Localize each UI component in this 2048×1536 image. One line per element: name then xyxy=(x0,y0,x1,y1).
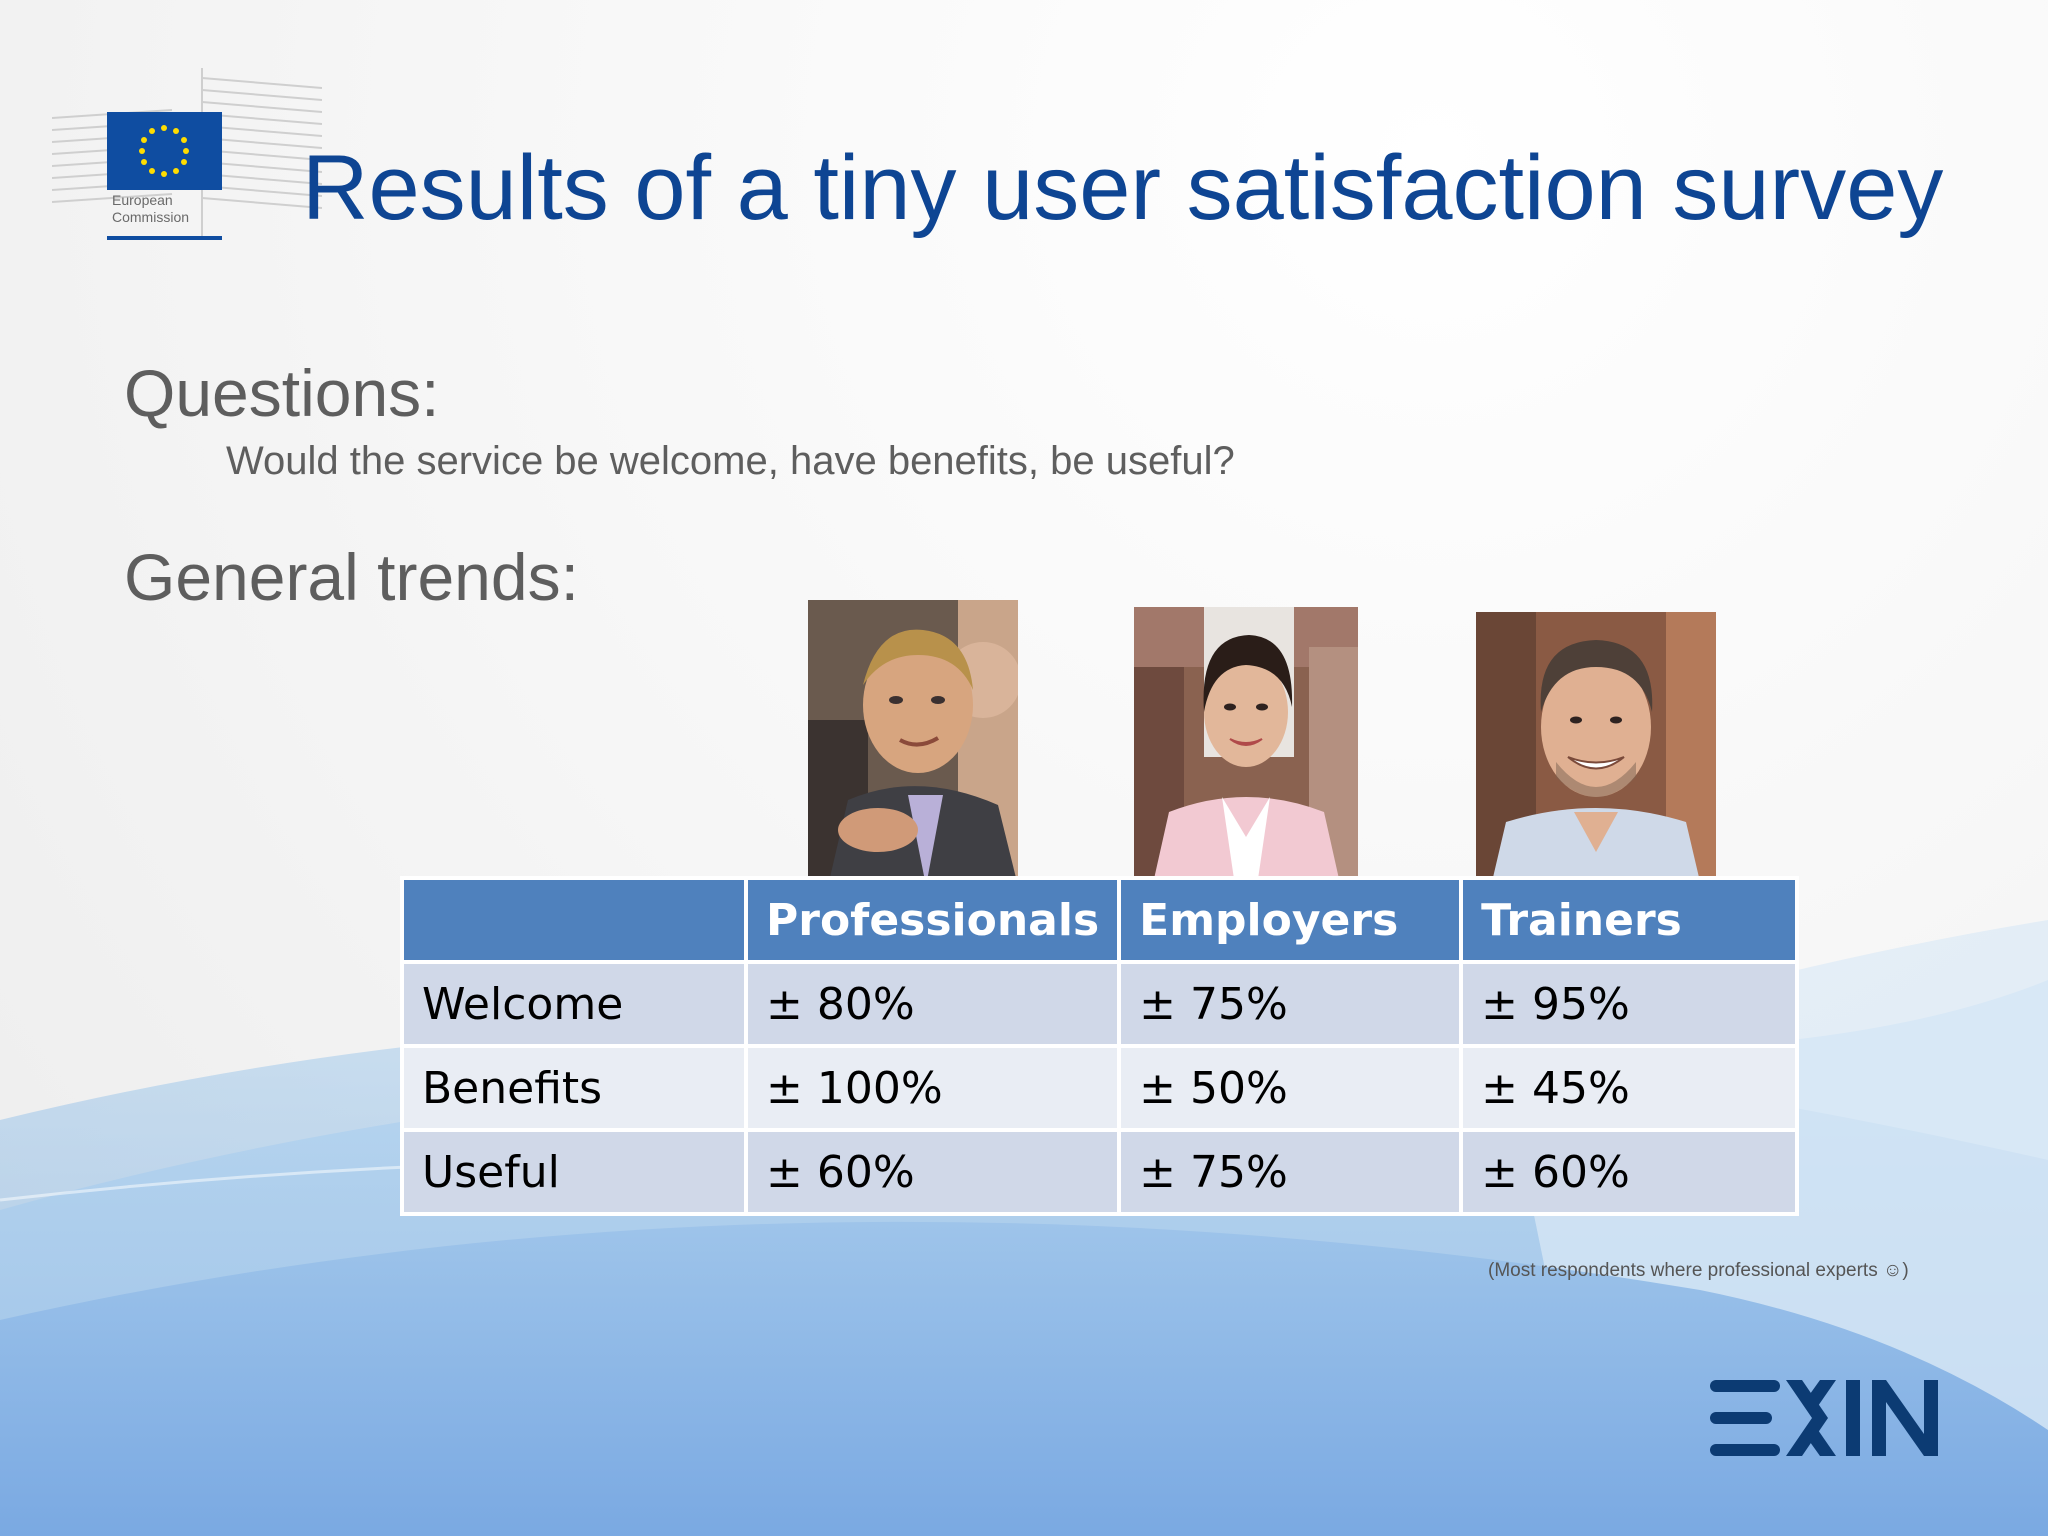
table-header-cell: Professionals xyxy=(743,876,1122,964)
table-cell: ± 100% xyxy=(743,1044,1122,1132)
table-cell: ± 45% xyxy=(1459,1044,1800,1132)
table-header-row: Professionals Employers Trainers xyxy=(400,876,1800,964)
footnote: (Most respondents where professional exp… xyxy=(1488,1260,1909,1281)
european-commission-logo xyxy=(52,68,322,240)
questions-heading: Questions: xyxy=(124,356,440,430)
logo-caption-line2: Commission xyxy=(112,209,190,225)
logo-caption-line1: European xyxy=(112,192,173,208)
table-cell: ± 75% xyxy=(1117,1128,1464,1216)
table-cell: ± 60% xyxy=(1459,1128,1800,1216)
results-table: Professionals Employers Trainers Welcome… xyxy=(400,876,1800,1216)
professional-photo xyxy=(808,600,1018,886)
table-cell: ± 80% xyxy=(743,960,1122,1048)
employer-photo xyxy=(1134,607,1358,879)
logo-caption: European Commission xyxy=(112,192,189,226)
table-cell: ± 95% xyxy=(1459,960,1800,1048)
exin-logo xyxy=(1710,1380,1938,1456)
questions-text: Would the service be welcome, have benef… xyxy=(226,439,1235,483)
table-header-cell: Employers xyxy=(1117,876,1464,964)
table-cell: ± 75% xyxy=(1117,960,1464,1048)
row-label: Welcome xyxy=(400,960,748,1048)
page-title: Results of a tiny user satisfaction surv… xyxy=(302,137,1944,239)
table-cell: ± 60% xyxy=(743,1128,1122,1216)
trainer-photo xyxy=(1476,612,1716,886)
table-row: Useful ± 60% ± 75% ± 60% xyxy=(400,1128,1800,1216)
row-label: Benefits xyxy=(400,1044,748,1132)
table-header-cell: Trainers xyxy=(1459,876,1800,964)
table-header-cell xyxy=(400,876,748,964)
table-cell: ± 50% xyxy=(1117,1044,1464,1132)
row-label: Useful xyxy=(400,1128,748,1216)
table-row: Welcome ± 80% ± 75% ± 95% xyxy=(400,960,1800,1048)
trends-heading: General trends: xyxy=(124,540,579,614)
table-row: Benefits ± 100% ± 50% ± 45% xyxy=(400,1044,1800,1132)
